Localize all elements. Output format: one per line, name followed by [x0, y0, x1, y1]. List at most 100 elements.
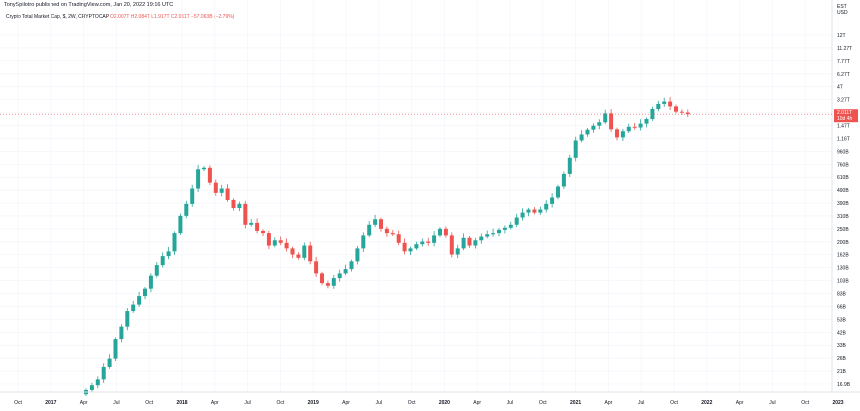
candle [154, 262, 159, 278]
candle-body [107, 358, 112, 367]
candle [520, 208, 525, 221]
candle [420, 238, 425, 247]
candle [243, 200, 248, 229]
candle [473, 237, 478, 249]
candle [349, 259, 354, 272]
candle-body [685, 112, 690, 115]
candle-body [679, 111, 684, 113]
y-tick-label: 1.16T [837, 136, 850, 142]
candle [573, 136, 578, 162]
x-tick-label: 2017 [45, 400, 56, 406]
candle [508, 221, 513, 230]
candle [426, 237, 431, 246]
candle-body [674, 106, 678, 112]
candle [603, 109, 608, 125]
candle [408, 246, 413, 255]
candle-body [650, 108, 655, 120]
candle-body [202, 167, 206, 170]
x-tick-label: Jul [769, 400, 775, 406]
candle [190, 184, 195, 207]
candle-body [249, 222, 254, 225]
candle-body [266, 233, 271, 246]
candle [266, 230, 271, 250]
candle [231, 198, 236, 211]
candle [331, 275, 336, 289]
candle [644, 117, 649, 128]
y-tick-label: 26B [837, 356, 847, 362]
candle-body [461, 237, 466, 249]
candle-body [526, 209, 531, 213]
x-tick-label: 2020 [439, 400, 450, 406]
candle-body [473, 240, 478, 246]
candle [320, 271, 324, 285]
candle-body [320, 273, 324, 284]
candle [308, 241, 313, 265]
x-tick-label: Oct [408, 400, 416, 406]
y-tick-label: 6.27T [837, 72, 850, 78]
candle-body [597, 122, 602, 126]
candle-body [302, 245, 307, 258]
y-tick-label: 390B [837, 201, 849, 207]
candle [461, 233, 466, 251]
candle-body [148, 275, 153, 289]
candle-body [491, 233, 496, 235]
candle [89, 382, 94, 393]
y-tick-label: 162B [837, 253, 849, 259]
candle-body [119, 326, 124, 340]
time-axis[interactable]: Oct 2017 Apr Jul Oct 2018 Apr Jul Oct 2019 Apr Jul O… [0, 391, 860, 406]
y-tick-label: 310B [837, 214, 849, 220]
x-tick-label: 2021 [570, 400, 581, 406]
x-tick-label: Oct [670, 400, 678, 406]
candle [609, 109, 614, 132]
candle-body [443, 228, 448, 236]
candle-body [314, 261, 319, 274]
candle [532, 207, 537, 215]
candle [196, 164, 201, 193]
candle-body [113, 339, 118, 359]
x-tick-label: Jul [638, 400, 644, 406]
candle [597, 119, 602, 130]
candle [449, 232, 454, 258]
candle [455, 244, 460, 259]
candle [674, 104, 678, 114]
y-tick-label: 200B [837, 240, 849, 246]
candle [656, 100, 661, 112]
x-tick-label: Apr [473, 400, 481, 406]
candle [514, 213, 519, 228]
candle [113, 337, 118, 362]
candle-body [455, 248, 460, 255]
candle [650, 106, 655, 121]
candle [207, 165, 212, 185]
candle-body [497, 229, 501, 234]
candle-body [538, 209, 543, 213]
candle-body [390, 233, 395, 235]
candle-body [561, 173, 566, 187]
grid [0, 0, 839, 392]
candle [278, 236, 283, 246]
candle [638, 119, 643, 131]
candle [325, 280, 330, 289]
candle [662, 97, 667, 107]
candle [438, 227, 442, 238]
candle [166, 246, 171, 260]
candle-body [479, 236, 484, 241]
candle [101, 363, 106, 383]
y-tick-label: 53B [837, 317, 847, 323]
candle [284, 238, 289, 252]
candle [526, 207, 531, 217]
candle-body [308, 245, 313, 262]
y-unit-label: EST [837, 4, 847, 10]
price-axis[interactable]: 12T11.27T7.77T6.27T4T3.27T2.47T1.47T1.16… [831, 0, 852, 392]
candle-body [603, 113, 608, 123]
candle-body [615, 129, 619, 138]
candle-body [449, 235, 454, 255]
y-tick-label: 960B [837, 149, 849, 155]
candle [432, 231, 437, 247]
symbol-title: Crypto Total Market Cap, $, 2W, CRYPTOCA… [6, 14, 110, 20]
candle [579, 130, 584, 143]
candle-body [213, 182, 218, 193]
candle [202, 166, 206, 172]
candle [502, 225, 507, 234]
x-tick-label: Apr [342, 400, 350, 406]
